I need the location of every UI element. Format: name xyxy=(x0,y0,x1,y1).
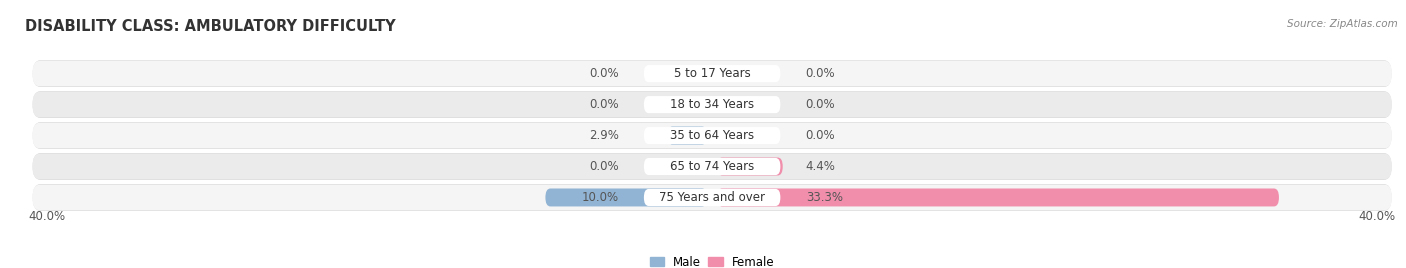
Text: Source: ZipAtlas.com: Source: ZipAtlas.com xyxy=(1286,19,1398,29)
Text: 0.0%: 0.0% xyxy=(589,160,619,173)
Text: 40.0%: 40.0% xyxy=(28,210,66,223)
FancyBboxPatch shape xyxy=(644,189,780,206)
Text: 0.0%: 0.0% xyxy=(806,67,835,80)
Text: 0.0%: 0.0% xyxy=(589,67,619,80)
FancyBboxPatch shape xyxy=(32,153,1392,180)
Text: 0.0%: 0.0% xyxy=(806,98,835,111)
FancyBboxPatch shape xyxy=(644,127,780,144)
FancyBboxPatch shape xyxy=(32,91,1392,118)
Text: 4.4%: 4.4% xyxy=(806,160,835,173)
FancyBboxPatch shape xyxy=(32,154,1392,179)
Text: 0.0%: 0.0% xyxy=(589,98,619,111)
Legend: Male, Female: Male, Female xyxy=(650,256,775,268)
FancyBboxPatch shape xyxy=(644,96,780,113)
FancyBboxPatch shape xyxy=(644,65,780,82)
Text: 18 to 34 Years: 18 to 34 Years xyxy=(671,98,754,111)
FancyBboxPatch shape xyxy=(546,188,707,206)
FancyBboxPatch shape xyxy=(32,122,1392,149)
FancyBboxPatch shape xyxy=(668,126,707,144)
Text: 2.9%: 2.9% xyxy=(589,129,619,142)
FancyBboxPatch shape xyxy=(32,92,1392,117)
FancyBboxPatch shape xyxy=(32,60,1392,87)
Text: 35 to 64 Years: 35 to 64 Years xyxy=(671,129,754,142)
Text: 65 to 74 Years: 65 to 74 Years xyxy=(671,160,754,173)
Text: 5 to 17 Years: 5 to 17 Years xyxy=(673,67,751,80)
Text: 0.0%: 0.0% xyxy=(806,129,835,142)
FancyBboxPatch shape xyxy=(32,185,1392,210)
Text: 10.0%: 10.0% xyxy=(582,191,619,204)
FancyBboxPatch shape xyxy=(717,158,783,176)
FancyBboxPatch shape xyxy=(32,184,1392,211)
Text: 40.0%: 40.0% xyxy=(1358,210,1396,223)
FancyBboxPatch shape xyxy=(32,61,1392,86)
Text: DISABILITY CLASS: AMBULATORY DIFFICULTY: DISABILITY CLASS: AMBULATORY DIFFICULTY xyxy=(25,19,396,34)
FancyBboxPatch shape xyxy=(717,188,1279,206)
FancyBboxPatch shape xyxy=(644,158,780,175)
Text: 33.3%: 33.3% xyxy=(806,191,842,204)
FancyBboxPatch shape xyxy=(32,123,1392,148)
Text: 75 Years and over: 75 Years and over xyxy=(659,191,765,204)
